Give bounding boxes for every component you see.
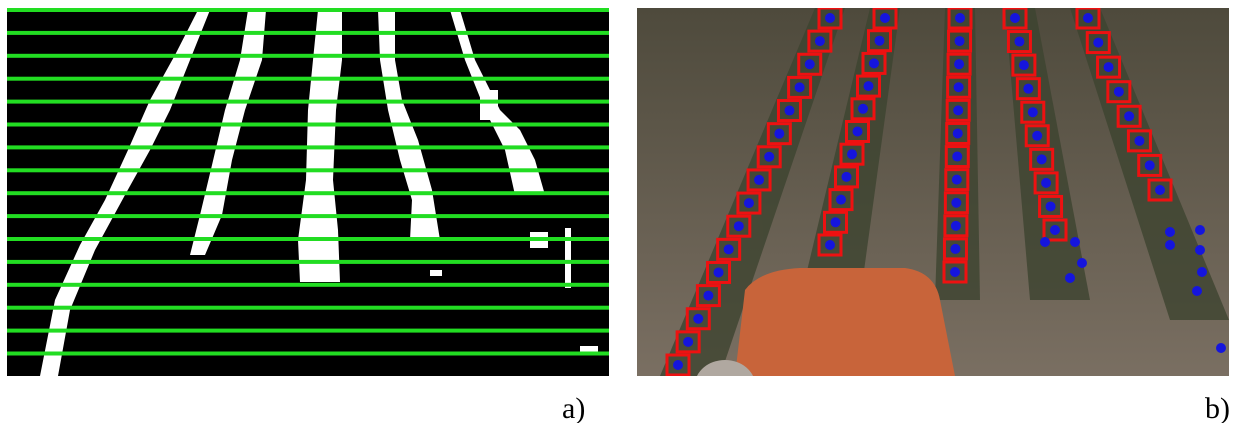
detection-point: [955, 36, 965, 46]
detection-point: [815, 36, 825, 46]
detection-point: [1032, 131, 1042, 141]
detection-point: [724, 244, 734, 254]
detection-point: [1197, 267, 1207, 277]
detection-point: [864, 81, 874, 91]
panel-label: a): [562, 392, 585, 423]
scan-line: [7, 306, 609, 310]
detection-point: [1019, 60, 1029, 70]
detection-point: [1077, 258, 1087, 268]
scan-line: [7, 54, 609, 58]
detection-point: [953, 128, 963, 138]
scan-line: [7, 214, 609, 218]
detection-point: [1040, 237, 1050, 247]
detection-point: [825, 240, 835, 250]
tractor-hood: [735, 268, 955, 376]
detection-point: [1046, 201, 1056, 211]
scan-line: [7, 100, 609, 104]
detection-point: [1216, 343, 1226, 353]
blob: [580, 346, 598, 352]
scan-line: [7, 191, 609, 195]
detection-point: [954, 59, 964, 69]
scan-line: [7, 168, 609, 172]
detection-point: [1165, 227, 1175, 237]
detection-point: [774, 129, 784, 139]
panel-b: [637, 8, 1229, 410]
detection-point: [1070, 237, 1080, 247]
detection-point: [1093, 38, 1103, 48]
detection-point: [1050, 225, 1060, 235]
detection-point: [805, 59, 815, 69]
tractor-part: [695, 360, 755, 410]
detection-point: [1145, 160, 1155, 170]
detection-point: [952, 175, 962, 185]
detection-point: [875, 36, 885, 46]
detection-point: [831, 217, 841, 227]
detection-point: [951, 198, 961, 208]
detection-point: [764, 152, 774, 162]
scan-line: [7, 123, 609, 127]
detection-point: [842, 172, 852, 182]
scan-line: [7, 260, 609, 264]
scan-line: [7, 31, 609, 35]
scan-line: [7, 77, 609, 81]
detection-point: [1065, 273, 1075, 283]
scan-line: [7, 329, 609, 333]
detection-point: [1083, 13, 1093, 23]
detection-point: [953, 105, 963, 115]
scan-line: [7, 283, 609, 287]
detection-point: [955, 13, 965, 23]
detection-point: [1124, 111, 1134, 121]
detection-point: [858, 104, 868, 114]
detection-point: [954, 82, 964, 92]
detection-point: [853, 127, 863, 137]
detection-point: [950, 244, 960, 254]
detection-point: [784, 106, 794, 116]
blob: [430, 270, 442, 276]
panel-a: [7, 8, 609, 376]
detection-point: [1037, 154, 1047, 164]
detection-point: [1165, 240, 1175, 250]
detection-point: [673, 360, 683, 370]
detection-point: [825, 13, 835, 23]
detection-point: [1195, 245, 1205, 255]
detection-point: [795, 82, 805, 92]
detection-point: [1195, 225, 1205, 235]
detection-point: [703, 291, 713, 301]
detection-point: [754, 175, 764, 185]
detection-point: [1155, 185, 1165, 195]
detection-point: [683, 337, 693, 347]
detection-point: [950, 267, 960, 277]
detection-point: [1041, 178, 1051, 188]
scan-line: [7, 352, 609, 356]
scan-line: [7, 145, 609, 149]
panel-label: b): [1205, 392, 1230, 423]
detection-point: [1028, 107, 1038, 117]
detection-point: [1114, 87, 1124, 97]
detection-point: [1104, 62, 1114, 72]
figure: a) b): [0, 0, 1236, 423]
detection-point: [734, 221, 744, 231]
detection-point: [714, 267, 724, 277]
detection-point: [869, 58, 879, 68]
detection-point: [836, 195, 846, 205]
detection-point: [1023, 84, 1033, 94]
detection-point: [952, 152, 962, 162]
detection-point: [847, 149, 857, 159]
detection-point: [1192, 286, 1202, 296]
detection-point: [1014, 37, 1024, 47]
detection-point: [951, 221, 961, 231]
detection-point: [693, 314, 703, 324]
detection-point: [744, 198, 754, 208]
blob: [480, 90, 498, 120]
detection-point: [880, 13, 890, 23]
scan-line: [7, 237, 609, 241]
scan-line: [7, 8, 609, 12]
detection-point: [1010, 13, 1020, 23]
detection-point: [1134, 136, 1144, 146]
